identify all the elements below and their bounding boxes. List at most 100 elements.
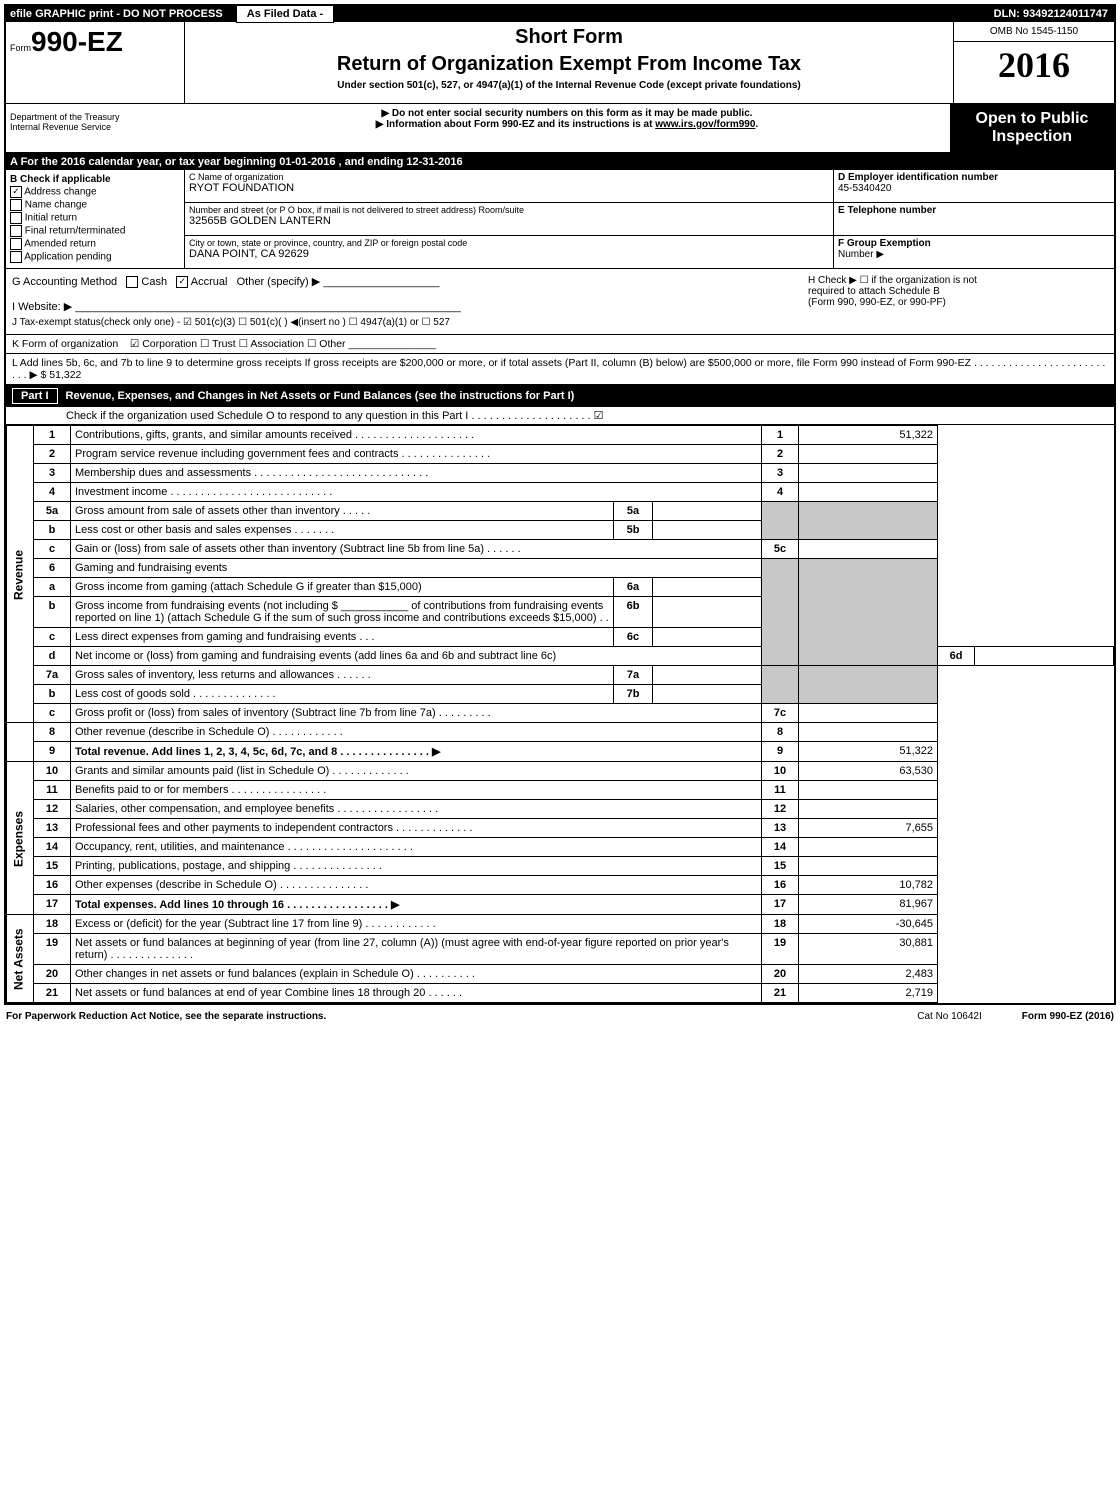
line-5c-num: c <box>34 540 71 559</box>
line-15-desc: Printing, publications, postage, and shi… <box>71 857 762 876</box>
line-6d-desc: Net income or (loss) from gaming and fun… <box>71 647 762 666</box>
line-11-amt <box>799 781 938 800</box>
line-16-desc: Other expenses (describe in Schedule O) … <box>71 876 762 895</box>
line-15-num: 15 <box>34 857 71 876</box>
check-initial-return[interactable]: Initial return <box>10 212 180 224</box>
line-9-desc: Total revenue. Add lines 1, 2, 3, 4, 5c,… <box>71 742 762 762</box>
k-form-of-org: K Form of organization ☑ Corporation ☐ T… <box>6 335 1114 354</box>
line-7b-val <box>653 685 762 704</box>
as-filed-box: As Filed Data - <box>236 5 334 23</box>
header-row-1: Form990-EZ Short Form Return of Organiza… <box>6 22 1114 104</box>
line-6-desc: Gaming and fundraising events <box>71 559 762 578</box>
line-20-rnum: 20 <box>762 965 799 984</box>
line-5b-desc: Less cost or other basis and sales expen… <box>71 521 614 540</box>
line-4-num: 4 <box>34 483 71 502</box>
line-14-rnum: 14 <box>762 838 799 857</box>
dln-label: DLN: 93492124011747 <box>988 6 1114 22</box>
section-c-org-info: C Name of organization RYOT FOUNDATION N… <box>185 170 833 268</box>
org-street-label: Number and street (or P O box, if mail i… <box>189 205 829 215</box>
section-a-calendar-year: A For the 2016 calendar year, or tax yea… <box>6 154 1114 170</box>
part-1-table: Revenue 1 Contributions, gifts, grants, … <box>6 425 1114 1003</box>
line-11-num: 11 <box>34 781 71 800</box>
line-7c-desc: Gross profit or (loss) from sales of inv… <box>71 704 762 723</box>
line-8-num: 8 <box>34 723 71 742</box>
line-9-amt: 51,322 <box>799 742 938 762</box>
line-19-num: 19 <box>34 934 71 965</box>
part-1-check-schedule-o: Check if the organization used Schedule … <box>6 407 1114 425</box>
line-6d-num: d <box>34 647 71 666</box>
efile-notice: efile GRAPHIC print - DO NOT PROCESS As … <box>6 6 988 22</box>
check-address-change[interactable]: ✓ Address change <box>10 186 180 198</box>
line-7b-desc: Less cost of goods sold . . . . . . . . … <box>71 685 614 704</box>
line-4-amt <box>799 483 938 502</box>
line-7c-rnum: 7c <box>762 704 799 723</box>
org-city-label: City or town, state or province, country… <box>189 238 829 248</box>
irs-url[interactable]: www.irs.gov/form990 <box>655 119 755 130</box>
line-8-desc: Other revenue (describe in Schedule O) .… <box>71 723 762 742</box>
line-6b-val <box>653 597 762 628</box>
line-14-amt <box>799 838 938 857</box>
check-final-return[interactable]: Final return/terminated <box>10 225 180 237</box>
footer-paperwork: For Paperwork Reduction Act Notice, see … <box>6 1011 877 1022</box>
section-b-checks: B Check if applicable ✓ Address change N… <box>6 170 185 268</box>
line-5b-mini: 5b <box>614 521 653 540</box>
line-15-amt <box>799 857 938 876</box>
line-17-rnum: 17 <box>762 895 799 915</box>
line-11-desc: Benefits paid to or for members . . . . … <box>71 781 762 800</box>
line-10-rnum: 10 <box>762 762 799 781</box>
line-6c-num: c <box>34 628 71 647</box>
grey-7-amt <box>799 666 938 704</box>
line-18-num: 18 <box>34 915 71 934</box>
line-10-num: 10 <box>34 762 71 781</box>
line-12-num: 12 <box>34 800 71 819</box>
line-11-rnum: 11 <box>762 781 799 800</box>
h-text2: required to attach Schedule B <box>808 286 1108 297</box>
check-amended[interactable]: Amended return <box>10 238 180 250</box>
g-label: G Accounting Method <box>12 276 117 288</box>
line-10-amt: 63,530 <box>799 762 938 781</box>
h-text1: H Check ▶ ☐ if the organization is not <box>808 275 1108 286</box>
ein-label: D Employer identification number <box>838 172 1110 183</box>
line-21-desc: Net assets or fund balances at end of ye… <box>71 984 762 1003</box>
line-6c-desc: Less direct expenses from gaming and fun… <box>71 628 614 647</box>
phone-cell: E Telephone number <box>834 203 1114 236</box>
org-city-row: City or town, state or province, country… <box>185 236 833 268</box>
line-6c-mini: 6c <box>614 628 653 647</box>
under-section: Under section 501(c), 527, or 4947(a)(1)… <box>189 80 949 91</box>
line-21-amt: 2,719 <box>799 984 938 1003</box>
part-1-label: Part I <box>12 388 58 404</box>
line-16-num: 16 <box>34 876 71 895</box>
other-specify: Other (specify) ▶ <box>237 276 321 288</box>
h-schedule-b: H Check ▶ ☐ if the organization is not r… <box>802 269 1114 334</box>
group-number-label: Number ▶ <box>838 249 884 260</box>
line-6a-mini: 6a <box>614 578 653 597</box>
check-accrual[interactable]: ✓ <box>176 276 188 288</box>
check-app-pending[interactable]: Application pending <box>10 251 180 263</box>
line-19-desc: Net assets or fund balances at beginning… <box>71 934 762 965</box>
return-title: Return of Organization Exempt From Incom… <box>189 53 949 76</box>
line-1-rnum: 1 <box>762 426 799 445</box>
check-name-change[interactable]: Name change <box>10 199 180 211</box>
line-6a-val <box>653 578 762 597</box>
note-info: ▶ Information about Form 990-EZ and its … <box>188 119 946 130</box>
line-8-amt <box>799 723 938 742</box>
open-to-public-badge: Open to Public Inspection <box>950 104 1114 152</box>
info-grid: B Check if applicable ✓ Address change N… <box>6 170 1114 269</box>
line-9-rnum: 9 <box>762 742 799 762</box>
line-6b-num: b <box>34 597 71 628</box>
group-label: F Group Exemption <box>838 238 931 249</box>
line-16-amt: 10,782 <box>799 876 938 895</box>
line-20-num: 20 <box>34 965 71 984</box>
check-cash[interactable] <box>126 276 138 288</box>
line-5c-desc: Gain or (loss) from sale of assets other… <box>71 540 762 559</box>
line-1-amt: 51,322 <box>799 426 938 445</box>
line-6b-mini: 6b <box>614 597 653 628</box>
line-18-rnum: 18 <box>762 915 799 934</box>
line-7c-num: c <box>34 704 71 723</box>
line-5a-val <box>653 502 762 521</box>
line-6d-rnum: 6d <box>938 647 975 666</box>
line-14-num: 14 <box>34 838 71 857</box>
line-12-amt <box>799 800 938 819</box>
expenses-label: Expenses <box>7 762 34 915</box>
line-15-rnum: 15 <box>762 857 799 876</box>
